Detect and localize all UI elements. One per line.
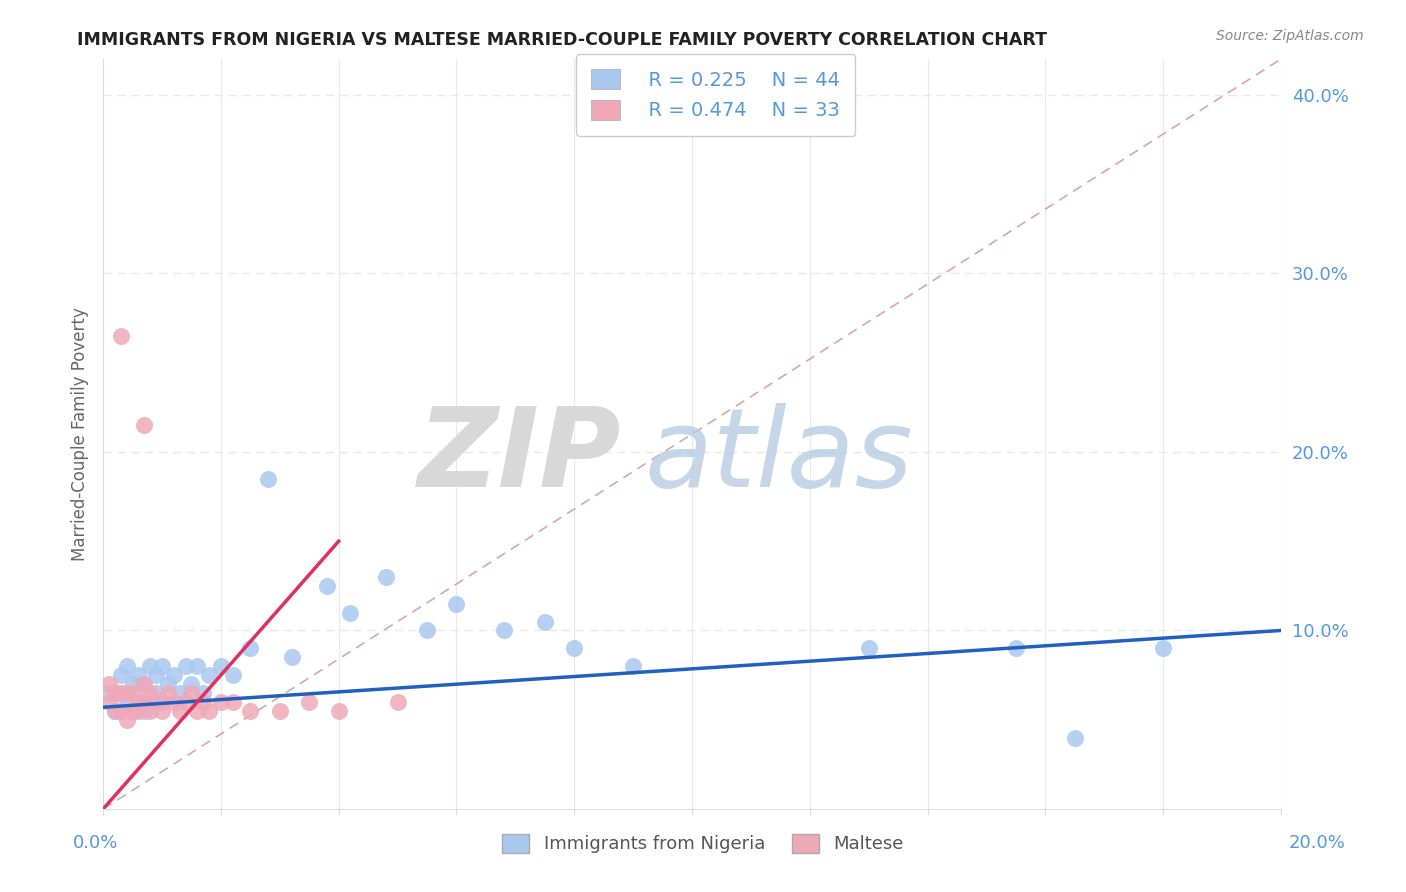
- Point: [239, 641, 262, 656]
- Text: atlas: atlas: [645, 403, 914, 510]
- Text: 0.0%: 0.0%: [73, 834, 118, 852]
- Point: [621, 659, 644, 673]
- Point: [134, 677, 156, 691]
- Text: ZIP: ZIP: [418, 403, 621, 510]
- Text: Source: ZipAtlas.com: Source: ZipAtlas.com: [1216, 29, 1364, 43]
- Point: [269, 704, 291, 718]
- Point: [104, 686, 127, 700]
- Point: [110, 686, 132, 700]
- Point: [121, 686, 143, 700]
- Point: [209, 659, 232, 673]
- Point: [315, 579, 337, 593]
- Point: [1005, 641, 1028, 656]
- Point: [110, 668, 132, 682]
- Point: [145, 695, 167, 709]
- Point: [209, 695, 232, 709]
- Point: [298, 695, 321, 709]
- Point: [186, 659, 208, 673]
- Point: [221, 668, 243, 682]
- Point: [374, 570, 396, 584]
- Point: [280, 650, 302, 665]
- Point: [221, 695, 243, 709]
- Point: [127, 704, 149, 718]
- Point: [174, 659, 197, 673]
- Legend: Immigrants from Nigeria, Maltese: Immigrants from Nigeria, Maltese: [495, 827, 911, 861]
- Point: [180, 677, 202, 691]
- Point: [115, 695, 138, 709]
- Point: [387, 695, 409, 709]
- Point: [163, 668, 186, 682]
- Point: [150, 659, 173, 673]
- Point: [150, 695, 173, 709]
- Point: [198, 704, 221, 718]
- Point: [492, 624, 515, 638]
- Point: [145, 668, 167, 682]
- Point: [139, 695, 162, 709]
- Point: [186, 704, 208, 718]
- Point: [127, 695, 149, 709]
- Text: 20.0%: 20.0%: [1289, 834, 1346, 852]
- Point: [121, 704, 143, 718]
- Point: [145, 686, 167, 700]
- Point: [156, 677, 179, 691]
- Point: [858, 641, 880, 656]
- Point: [193, 695, 215, 709]
- Point: [328, 704, 350, 718]
- Point: [139, 659, 162, 673]
- Point: [134, 704, 156, 718]
- Point: [110, 329, 132, 343]
- Point: [339, 606, 361, 620]
- Point: [98, 695, 121, 709]
- Point: [121, 704, 143, 718]
- Point: [98, 677, 121, 691]
- Point: [156, 686, 179, 700]
- Point: [562, 641, 585, 656]
- Point: [174, 695, 197, 709]
- Point: [169, 686, 191, 700]
- Point: [533, 615, 555, 629]
- Point: [416, 624, 439, 638]
- Point: [134, 695, 156, 709]
- Point: [110, 686, 132, 700]
- Point: [239, 704, 262, 718]
- Y-axis label: Married-Couple Family Poverty: Married-Couple Family Poverty: [72, 307, 89, 561]
- Point: [150, 704, 173, 718]
- Point: [1063, 731, 1085, 745]
- Point: [139, 704, 162, 718]
- Point: [257, 472, 280, 486]
- Point: [127, 668, 149, 682]
- Point: [193, 686, 215, 700]
- Point: [163, 695, 186, 709]
- Point: [115, 659, 138, 673]
- Point: [115, 686, 138, 700]
- Point: [98, 686, 121, 700]
- Point: [134, 677, 156, 691]
- Point: [180, 686, 202, 700]
- Point: [198, 668, 221, 682]
- Text: IMMIGRANTS FROM NIGERIA VS MALTESE MARRIED-COUPLE FAMILY POVERTY CORRELATION CHA: IMMIGRANTS FROM NIGERIA VS MALTESE MARRI…: [77, 31, 1047, 49]
- Point: [110, 704, 132, 718]
- Point: [139, 686, 162, 700]
- Point: [127, 695, 149, 709]
- Point: [121, 677, 143, 691]
- Legend:   R = 0.225    N = 44,   R = 0.474    N = 33: R = 0.225 N = 44, R = 0.474 N = 33: [575, 54, 855, 136]
- Point: [134, 418, 156, 433]
- Point: [104, 704, 127, 718]
- Point: [169, 704, 191, 718]
- Point: [446, 597, 468, 611]
- Point: [1152, 641, 1174, 656]
- Point: [104, 704, 127, 718]
- Point: [115, 713, 138, 727]
